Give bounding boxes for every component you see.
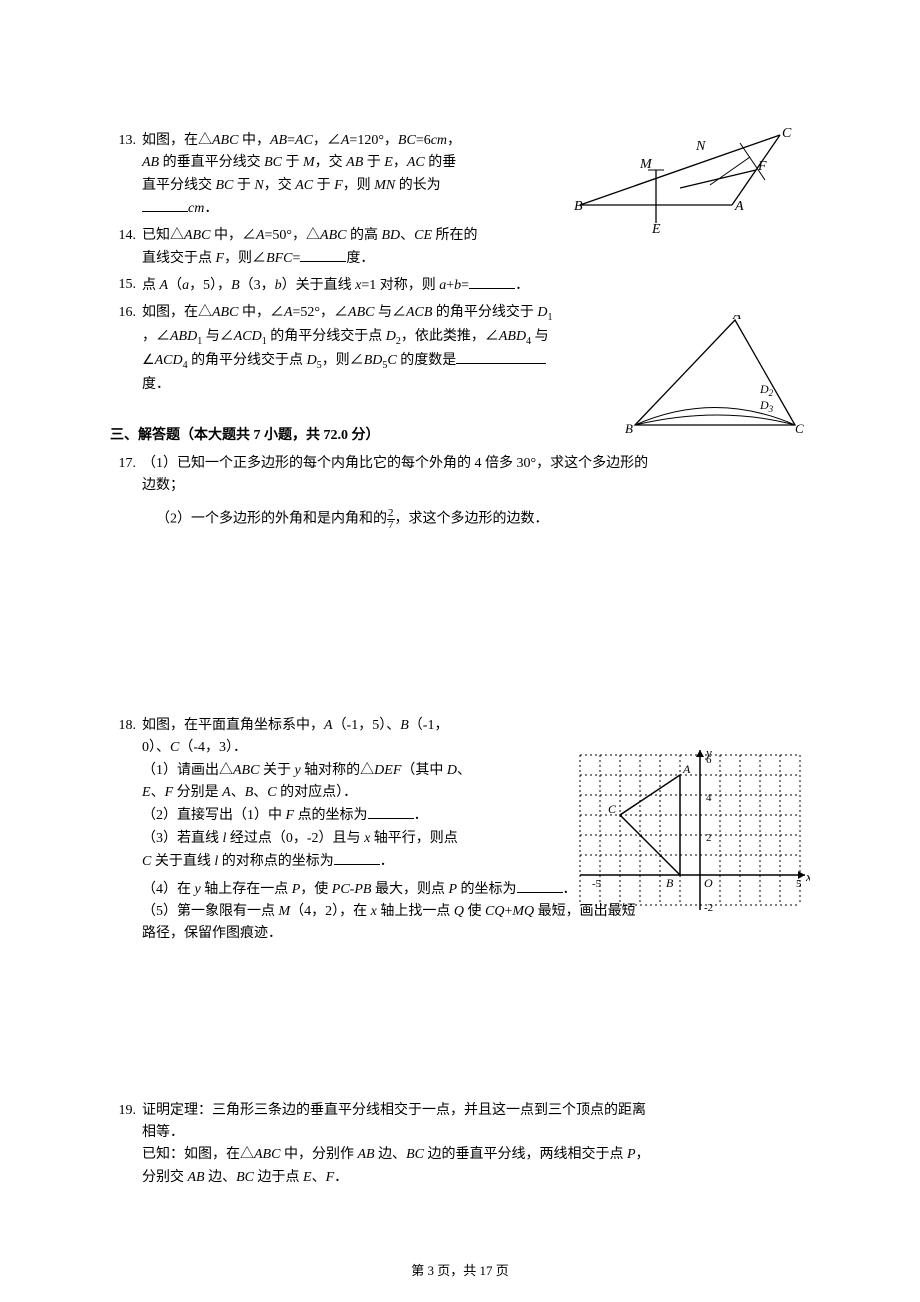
q19-body: 证明定理：三角形三条边的垂直平分线相交于一点，并且这一点到三个顶点的距离 相等．… [142, 1100, 810, 1190]
svg-text:x: x [805, 869, 810, 884]
svg-text:C: C [782, 126, 792, 141]
svg-text:-2: -2 [704, 902, 713, 914]
figure-q16: A B C D2 D3 [625, 315, 805, 435]
figure-q18: y x A C B O 6 4 2 -5 5 -2 [560, 745, 810, 915]
svg-text:C: C [795, 421, 804, 435]
q18-num: 18. [110, 715, 136, 737]
page-footer: 第 3 页，共 17 页 [0, 1261, 920, 1282]
blank-q18-3 [334, 850, 380, 865]
q17-num: 17. [110, 453, 136, 475]
blank-q14 [300, 247, 346, 262]
figure-q13: B M N C E A F [570, 125, 800, 235]
svg-text:A: A [682, 762, 691, 776]
svg-text:-5: -5 [592, 878, 602, 890]
svg-text:M: M [639, 157, 653, 172]
svg-text:6: 6 [706, 754, 712, 766]
svg-text:D3: D3 [759, 398, 774, 414]
svg-text:5: 5 [796, 878, 802, 890]
svg-text:E: E [651, 222, 661, 235]
svg-text:B: B [625, 421, 633, 435]
q13-num: 13. [110, 130, 136, 152]
blank-q18-4 [517, 878, 563, 893]
svg-text:C: C [608, 802, 617, 816]
blank-q18-2 [368, 804, 414, 819]
q14-num: 14. [110, 225, 136, 247]
q15-body: 点 A（a，5），B（3，b）关于直线 x=1 对称，则 a+b=． [142, 274, 810, 297]
q18-body: 如图，在平面直角坐标系中，A（-1，5）、B（-1， 0）、C（-4，3）． （… [142, 715, 572, 874]
q17-body: （1）已知一个正多边形的每个内角比它的每个外角的 4 倍多 30°，求这个多边形… [142, 453, 810, 531]
svg-text:B: B [666, 876, 674, 890]
q16-num: 16. [110, 302, 136, 324]
q19-num: 19. [110, 1100, 136, 1122]
svg-text:O: O [704, 876, 713, 890]
svg-text:A: A [734, 199, 744, 214]
svg-text:F: F [757, 159, 767, 174]
blank-q15 [469, 274, 515, 289]
blank-q13 [142, 197, 188, 212]
svg-text:4: 4 [706, 792, 712, 804]
svg-text:B: B [574, 199, 583, 214]
svg-text:N: N [695, 139, 706, 154]
q14-body: 已知△ABC 中，∠A=50°，△ABC 的高 BD、CE 所在的 直线交于点 … [142, 225, 572, 271]
blank-q16 [456, 349, 546, 364]
q16-body: 如图，在△ABC 中，∠A=52°，∠ABC 与∠ACB 的角平分线交于 D1 … [142, 302, 642, 397]
svg-text:2: 2 [706, 832, 712, 844]
svg-text:A: A [732, 315, 741, 322]
q15-num: 15. [110, 274, 136, 296]
q13-body: 如图，在△ABC 中，AB=AC，∠A=120°，BC=6cm， AB 的垂直平… [142, 130, 572, 221]
